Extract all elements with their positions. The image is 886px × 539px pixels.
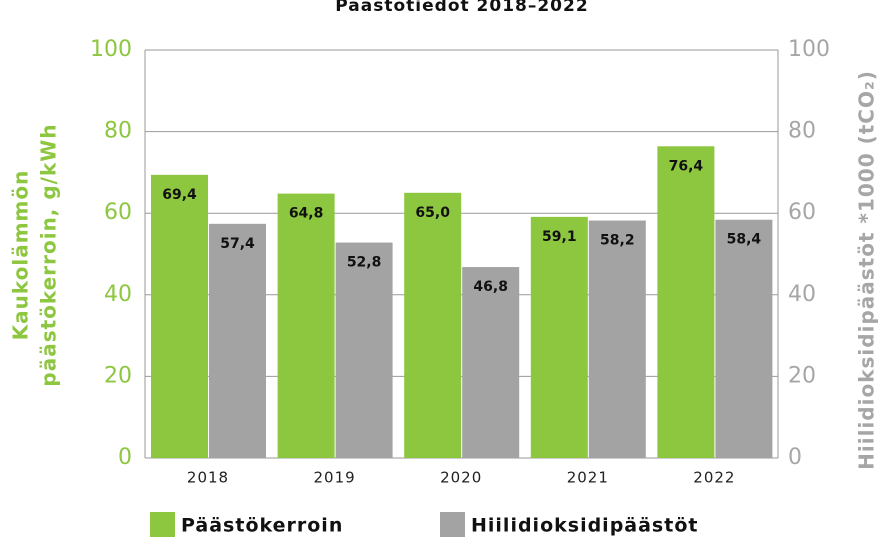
value-label: 65,0	[415, 205, 450, 221]
value-label: 57,4	[220, 236, 255, 252]
bar	[404, 192, 462, 459]
value-label: 58,4	[727, 232, 762, 248]
bar	[151, 174, 208, 458]
y-tick-label: 20	[104, 363, 132, 388]
legend-label: Hiilidioksidipäästöt	[471, 515, 698, 537]
y2-tick-label: 80	[788, 119, 816, 144]
y-tick-label: 40	[104, 282, 132, 307]
y2-axis-title: Hiilidioksidipäästöt *1000 (tCO₂)	[855, 70, 879, 470]
y-tick-label: 60	[104, 200, 132, 225]
x-tick-label: 2018	[187, 469, 229, 487]
y2-tick-label: 60	[788, 200, 816, 225]
value-label: 64,8	[289, 206, 324, 222]
value-label: 76,4	[669, 158, 704, 174]
y-tick-label: 80	[104, 119, 132, 144]
y2-tick-label: 20	[788, 363, 816, 388]
x-tick-label: 2019	[314, 469, 356, 487]
y-tick-label: 100	[90, 37, 132, 62]
chart-title: Päästötiedot 2018–2022	[335, 0, 588, 16]
y2-tick-label: 100	[788, 37, 830, 62]
y2-tick-label: 40	[788, 282, 816, 307]
bar	[530, 216, 588, 458]
legend-swatch	[440, 512, 465, 537]
y2-tick-label: 0	[788, 445, 802, 470]
legend-swatch	[150, 512, 175, 537]
value-label: 59,1	[542, 229, 577, 245]
legend-label: Päästökerroin	[181, 515, 343, 537]
bar	[462, 267, 520, 458]
value-label: 52,8	[347, 255, 382, 271]
value-label: 46,8	[473, 279, 508, 295]
value-label: 69,4	[162, 187, 197, 203]
x-tick-label: 2022	[693, 469, 735, 487]
bar	[335, 242, 393, 458]
x-tick-label: 2020	[440, 469, 482, 487]
bar	[277, 193, 335, 458]
bar	[588, 220, 646, 458]
bar	[715, 219, 773, 458]
y-axis-title: Kaukolämmön	[9, 170, 33, 341]
bar	[657, 146, 715, 458]
y-axis-title: päästökerroin, g/kWh	[37, 123, 61, 386]
value-label: 58,2	[600, 233, 635, 249]
bar	[209, 223, 266, 458]
x-tick-label: 2021	[567, 469, 609, 487]
y-tick-label: 0	[118, 445, 132, 470]
